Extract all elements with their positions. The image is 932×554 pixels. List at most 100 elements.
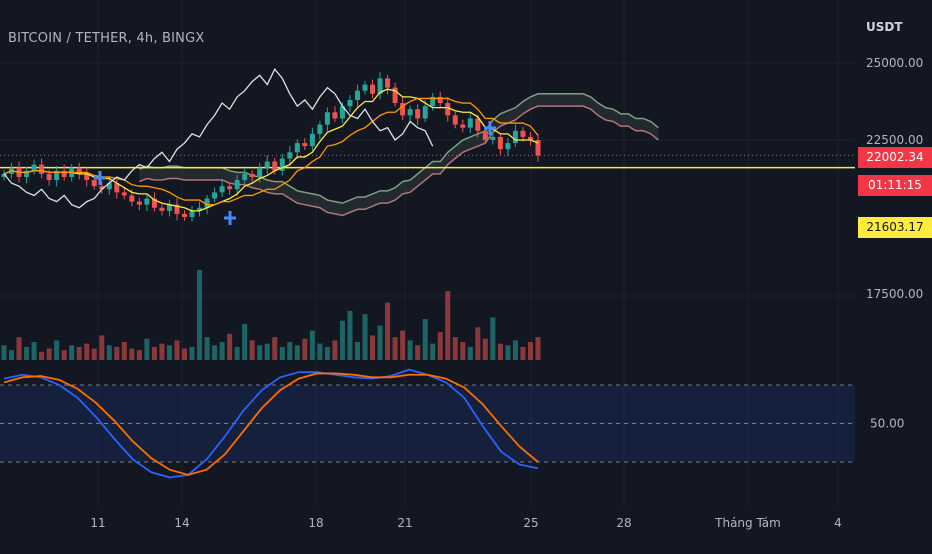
candle-body (385, 78, 391, 88)
time-tick-label: 11 (90, 516, 105, 530)
volume-bar (99, 335, 105, 360)
volume-bar (377, 325, 383, 360)
volume-bar (84, 343, 90, 360)
candle-body (242, 173, 248, 181)
volume-bar (392, 337, 398, 360)
volume-bar (227, 333, 233, 360)
candle-body (174, 204, 180, 214)
volume-bar (527, 342, 533, 360)
candle-body (39, 164, 45, 174)
candle-body (114, 183, 120, 193)
candle-body (257, 167, 263, 177)
candle-body (46, 173, 52, 181)
volume-bar (76, 346, 82, 360)
candle-body (512, 130, 518, 144)
volume-bar (362, 314, 368, 360)
candle-body (219, 186, 225, 193)
candle-body (535, 140, 541, 156)
volume-bar (39, 351, 45, 360)
candle-body (136, 201, 142, 205)
time-tick-label: 4 (834, 516, 842, 530)
currency-label: USDT (866, 20, 903, 34)
candle-body (347, 99, 353, 107)
candle-body (227, 186, 233, 190)
candle-body (234, 180, 240, 190)
volume-bar (309, 330, 315, 360)
time-tick-label: 25 (523, 516, 538, 530)
volume-bar (370, 335, 376, 360)
candle-body (309, 133, 315, 147)
volume-bar (272, 337, 278, 360)
volume-bar (106, 345, 112, 360)
candle-body (279, 158, 285, 171)
volume-bar (505, 345, 511, 360)
volume-bar (475, 327, 481, 360)
leading-span-a (139, 93, 659, 204)
candle-body (482, 130, 488, 140)
candle-body (445, 103, 451, 116)
volume-bar (482, 338, 488, 360)
candle-body (159, 207, 165, 211)
candle-body (144, 198, 150, 205)
volume-bar (136, 350, 142, 360)
volume-bar (294, 345, 300, 360)
time-tick-label: 21 (397, 516, 412, 530)
volume-bar (490, 317, 496, 360)
volume-bar (354, 342, 360, 360)
volume-bar (279, 346, 285, 360)
volume-bar (400, 330, 406, 360)
volume-bar (264, 343, 270, 360)
candle-body (1, 173, 7, 177)
volume-bar (1, 345, 7, 360)
candle-body (467, 118, 473, 128)
volume-bar (242, 324, 248, 360)
candle-body (166, 204, 172, 211)
volume-bar (497, 343, 503, 360)
time-tick-label: 18 (308, 516, 323, 530)
volume-bar (407, 340, 413, 360)
candle-body (204, 198, 210, 208)
candle-body (287, 152, 293, 159)
volume-bar (144, 338, 150, 360)
conversion-line (3, 88, 539, 212)
candle-body (437, 96, 443, 104)
volume-bar (347, 310, 353, 360)
candle-body (249, 173, 255, 177)
time-tick-label: 28 (616, 516, 631, 530)
volume-bar (467, 346, 473, 360)
volume-bar (430, 343, 436, 360)
volume-bar (422, 319, 428, 360)
volume-bar (91, 348, 97, 360)
candle-body (302, 143, 308, 147)
candle-body (151, 198, 157, 208)
candle-body (84, 173, 90, 181)
volume-bar (452, 337, 458, 360)
volume-bar (332, 340, 338, 360)
candle-body (520, 130, 526, 137)
volume-bar (189, 346, 195, 360)
volume-bar (339, 320, 345, 360)
candle-body (362, 84, 368, 91)
volume-bar (302, 338, 308, 360)
volume-bar (114, 346, 120, 360)
candle-body (400, 103, 406, 116)
candle-body (61, 170, 67, 177)
volume-bar (151, 346, 157, 360)
line-price-tag: 21603.17 (858, 217, 932, 238)
price-tick-label: 17500.00 (866, 287, 923, 301)
volume-bar (445, 291, 451, 360)
candle-body (294, 143, 300, 153)
volume-bar (9, 350, 15, 360)
volume-bar (69, 345, 75, 360)
candle-body (377, 78, 383, 94)
candle-body (430, 96, 436, 107)
candle-body (354, 90, 360, 100)
volume-bar (234, 346, 240, 360)
volume-bar (520, 346, 526, 360)
candle-body (106, 183, 112, 190)
stoch-d-line (3, 372, 539, 476)
lagging-span (3, 67, 434, 209)
volume-bar (54, 340, 60, 360)
